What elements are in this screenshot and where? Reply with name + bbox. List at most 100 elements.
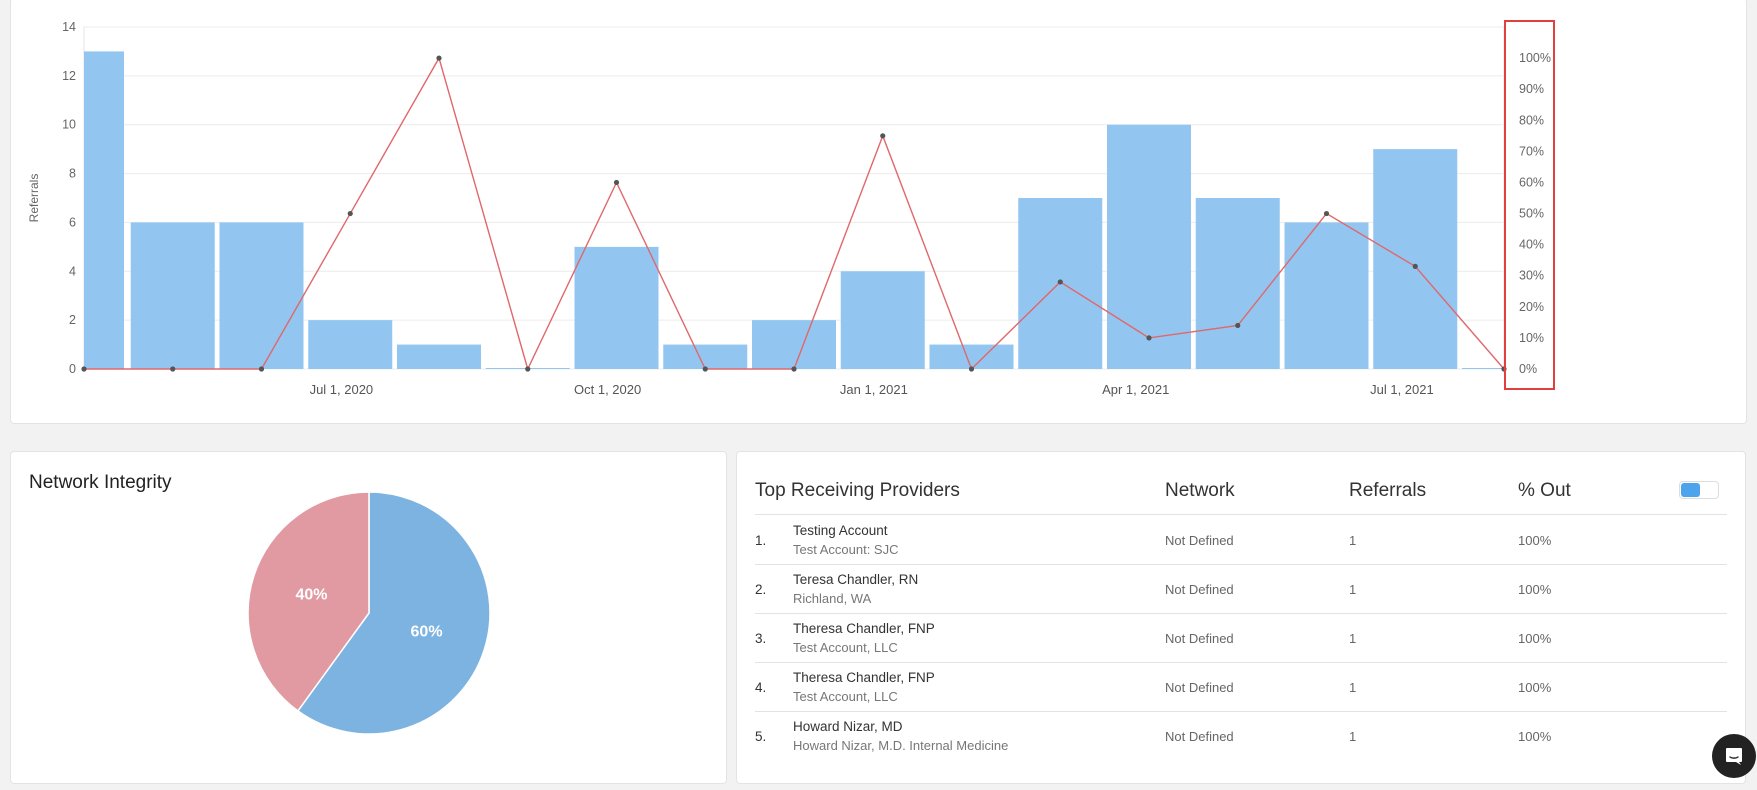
provider-percent-out: 100% [1518,680,1552,695]
provider-network: Not Defined [1165,729,1234,744]
y2-tick-label: 40% [1519,238,1544,252]
line-point [791,366,797,372]
bar [84,51,124,370]
bar [1195,198,1280,369]
provider-row[interactable]: 1. Testing Account Test Account: SJC Not De… [755,516,1727,565]
bar [752,320,836,369]
header-percent-out: % Out [1518,480,1571,501]
line-point [1057,279,1063,285]
provider-location: Test Account, LLC [793,640,898,655]
providers-header: Top Receiving Providers Network Referral… [755,480,1727,515]
provider-row[interactable]: 5. Howard Nizar, MD Howard Nizar, M.D. Int… [755,712,1727,760]
line-point [347,210,353,217]
provider-row[interactable]: 4. Theresa Chandler, FNP Test Account, LLC… [755,663,1727,712]
line-point [1235,322,1241,329]
y-tick-label: 10 [62,118,76,132]
referrals-chart: 0 2 4 6 8 10 12 14 Referrals Jul 1, 2020 Oct 1, 20… [27,20,1555,397]
line-point [170,366,176,372]
provider-rank: 1. [755,533,767,548]
bar [308,320,393,369]
provider-network: Not Defined [1165,533,1234,548]
y2-tick-label: 20% [1519,300,1544,314]
pie-slice [296,491,491,735]
toggle-knob [1681,483,1700,497]
y-axis-label: Referrals [27,174,41,223]
y2-tick-label: 10% [1519,331,1544,345]
network-integrity-title: Network Integrity [29,472,172,493]
bar [130,222,215,369]
provider-row[interactable]: 3. Theresa Chandler, FNP Test Account, LLC… [755,614,1727,663]
provider-name: Theresa Chandler, FNP [793,670,935,685]
x-tick-label: Oct 1, 2020 [574,382,641,397]
view-toggle[interactable] [1679,481,1719,499]
provider-rank: 2. [755,582,767,597]
line-point [702,366,708,372]
chat-icon [1726,748,1742,765]
provider-referrals: 1 [1349,631,1357,646]
line-point [1412,263,1418,269]
y2-tick-label: 30% [1519,269,1544,283]
pie-label: 60% [411,624,443,641]
provider-name: Theresa Chandler, FNP [793,621,935,636]
provider-name: Howard Nizar, MD [793,719,903,734]
line-point [1146,335,1152,341]
line-point [525,366,531,372]
provider-name: Testing Account [793,523,888,538]
provider-location: Richland, WA [793,591,872,606]
provider-percent-out: 100% [1518,631,1552,646]
provider-referrals: 1 [1349,680,1357,695]
y2-tick-label: 90% [1519,82,1544,96]
provider-rank: 3. [755,631,767,646]
bar [1373,149,1458,369]
network-integrity-pie: 60% 40% [247,491,491,735]
provider-name: Teresa Chandler, RN [793,572,919,587]
y2-tick-label: 80% [1519,113,1544,127]
provider-location: Howard Nizar, M.D. Internal Medicine [793,738,1009,753]
top-providers-card: Top Receiving Providers Network Referral… [736,451,1746,784]
header-referrals: Referrals [1349,480,1427,501]
provider-referrals: 1 [1349,533,1357,548]
bar [663,344,748,369]
y-tick-label: 12 [62,69,76,83]
provider-rank: 4. [755,680,767,695]
y2-tick-label: 60% [1519,175,1544,189]
bar [929,344,1014,369]
right-axis-highlight [1504,20,1555,390]
bar [574,246,659,369]
y2-tick-label: 100% [1519,51,1551,65]
x-tick-label: Apr 1, 2021 [1102,382,1169,397]
provider-referrals: 1 [1349,582,1357,597]
provider-location: Test Account, LLC [793,689,898,704]
provider-network: Not Defined [1165,631,1234,646]
y-tick-label: 2 [69,313,76,327]
provider-rank: 5. [755,729,767,744]
network-integrity-card: Network Integrity 60% 40% [10,451,727,784]
y2-tick-label: 70% [1519,144,1544,158]
header-provider: Top Receiving Providers [755,480,960,501]
provider-network: Not Defined [1165,582,1234,597]
bar [1284,222,1369,369]
line-point [880,133,886,139]
chat-button[interactable] [1712,734,1756,778]
line-point [436,55,442,61]
bar [397,344,481,369]
x-tick-label: Jan 1, 2021 [840,382,908,397]
header-network: Network [1165,480,1235,501]
bar [840,271,925,369]
provider-row[interactable]: 2. Teresa Chandler, RN Richland, WA Not Def… [755,565,1727,614]
line-point [968,366,975,372]
provider-percent-out: 100% [1518,729,1552,744]
line-point [258,366,265,372]
line-point [613,179,620,186]
y2-tick-label: 50% [1519,207,1544,221]
pie-label: 40% [295,586,327,603]
y-tick-label: 14 [62,20,76,34]
referrals-chart-card: 0 2 4 6 8 10 12 14 Referrals Jul 1, 2020 Oct 1, 20… [10,0,1747,424]
provider-network: Not Defined [1165,680,1234,695]
provider-referrals: 1 [1349,729,1357,744]
y-tick-label: 4 [69,264,76,278]
bar [1107,124,1191,369]
bar [219,222,304,369]
line-point [1323,210,1330,217]
pie-slice [247,491,370,712]
